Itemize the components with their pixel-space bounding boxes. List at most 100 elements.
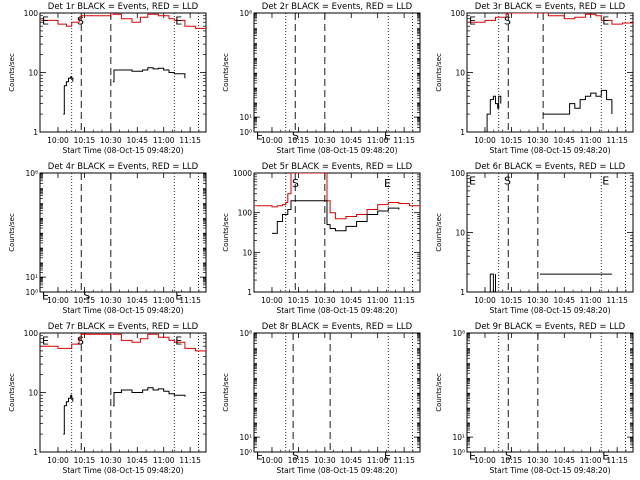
region-letter: E bbox=[42, 289, 49, 302]
y-tick-label: 10 bbox=[28, 389, 38, 398]
x-tick-label: 11:15 bbox=[393, 136, 415, 145]
x-tick-label: 10:30 bbox=[314, 456, 336, 465]
y-tick-label: 100 bbox=[24, 329, 39, 338]
x-tick-label: 10:30 bbox=[100, 136, 122, 145]
y-tick-label: 100 bbox=[451, 169, 466, 178]
region-letter: E bbox=[175, 289, 182, 302]
panel-title: Det 4r BLACK = Events, RED = LLD bbox=[48, 162, 199, 172]
region-letter: E bbox=[469, 449, 476, 462]
x-tick-label: 11:00 bbox=[580, 296, 602, 305]
panel-title: Det 5r BLACK = Events, RED = LLD bbox=[262, 162, 413, 172]
panel-title: Det 8r BLACK = Events, RED = LLD bbox=[262, 322, 413, 332]
region-letter: S bbox=[504, 174, 511, 187]
y-tick-label: 1000 bbox=[233, 169, 252, 178]
y-axis-label: Counts/sec bbox=[222, 53, 230, 92]
x-tick-label: 10:15 bbox=[288, 136, 310, 145]
x-axis-label: Start Time (08-Oct-15 09:48:20) bbox=[489, 306, 610, 315]
region-letter: S bbox=[292, 129, 299, 142]
y-tick-label: 100 bbox=[24, 9, 39, 18]
x-axis-label: Start Time (08-Oct-15 09:48:20) bbox=[62, 466, 183, 475]
x-tick-label: 11:15 bbox=[179, 456, 201, 465]
x-tick-label: 10:00 bbox=[474, 456, 496, 465]
y-tick-label: 10⁰ bbox=[452, 448, 465, 457]
panel-det-3r: Det 3r BLACK = Events, RED = LLD 1 10 100 Co… bbox=[435, 2, 634, 155]
region-letter: E bbox=[602, 14, 609, 27]
y-axis-label: Counts/sec bbox=[222, 373, 230, 412]
x-axis-label: Start Time (08-Oct-15 09:48:20) bbox=[62, 146, 183, 155]
region-letter: E bbox=[469, 14, 476, 27]
x-tick-label: 10:00 bbox=[47, 296, 69, 305]
x-tick-label: 11:00 bbox=[153, 296, 175, 305]
x-tick-label: 11:00 bbox=[153, 456, 175, 465]
x-tick-label: 11:15 bbox=[179, 136, 201, 145]
y-tick-label: 10⁰ bbox=[239, 448, 252, 457]
x-tick-label: 10:00 bbox=[474, 136, 496, 145]
x-tick-label: 10:15 bbox=[74, 136, 96, 145]
x-tick-label: 10:30 bbox=[314, 296, 336, 305]
y-axis-label: Counts/sec bbox=[8, 373, 16, 412]
y-tick-label: 10⁸ bbox=[239, 329, 252, 338]
x-tick-label: 10:00 bbox=[47, 456, 69, 465]
y-axis-label: Counts/sec bbox=[8, 213, 16, 252]
region-letter: E bbox=[384, 129, 391, 142]
y-axis-label: Counts/sec bbox=[435, 53, 443, 92]
y-axis-label: Counts/sec bbox=[435, 213, 443, 252]
lld-series-line bbox=[468, 13, 633, 25]
region-letter: E bbox=[256, 129, 263, 142]
region-letter: S bbox=[77, 14, 84, 27]
x-tick-label: 11:15 bbox=[179, 296, 201, 305]
events-series-line bbox=[485, 273, 496, 292]
plot-frame bbox=[466, 332, 634, 453]
region-letter: E bbox=[175, 14, 182, 27]
x-tick-label: 10:00 bbox=[261, 136, 283, 145]
events-series-line bbox=[63, 76, 74, 115]
panel-det-5r: Det 5r BLACK = Events, RED = LLD 1 10 100 10… bbox=[222, 162, 421, 315]
x-tick-label: 10:45 bbox=[553, 456, 575, 465]
x-tick-label: 10:45 bbox=[340, 296, 362, 305]
x-tick-label: 10:45 bbox=[126, 456, 148, 465]
region-letter: S bbox=[504, 14, 511, 27]
x-tick-label: 10:15 bbox=[74, 296, 96, 305]
x-tick-label: 10:15 bbox=[501, 136, 523, 145]
region-letter: E bbox=[175, 334, 182, 347]
y-tick-label: 10⁰ bbox=[239, 128, 252, 137]
x-tick-label: 10:45 bbox=[340, 456, 362, 465]
x-axis-label: Start Time (08-Oct-15 09:48:20) bbox=[489, 466, 610, 475]
panel-det-6r: Det 6r BLACK = Events, RED = LLD 1 10 100 Co… bbox=[435, 162, 634, 315]
panel-title: Det 7r BLACK = Events, RED = LLD bbox=[48, 322, 199, 332]
x-tick-label: 10:45 bbox=[126, 136, 148, 145]
y-tick-label: 10¹ bbox=[452, 433, 465, 442]
region-letter: E bbox=[42, 334, 49, 347]
region-letter: E bbox=[602, 174, 609, 187]
panel-det-4r: Det 4r BLACK = Events, RED = LLD 10⁰ 10¹ 10… bbox=[8, 162, 207, 315]
x-tick-label: 11:00 bbox=[153, 136, 175, 145]
x-tick-label: 10:45 bbox=[340, 136, 362, 145]
region-letter: E bbox=[384, 177, 391, 190]
x-tick-label: 10:00 bbox=[474, 296, 496, 305]
panel-title: Det 2r BLACK = Events, RED = LLD bbox=[262, 2, 413, 12]
events-series-line bbox=[272, 200, 400, 234]
x-tick-label: 10:30 bbox=[100, 456, 122, 465]
panel-det-9r: Det 9r BLACK = Events, RED = LLD 10⁰ 10¹ 10… bbox=[435, 322, 634, 475]
region-letter: S bbox=[77, 334, 84, 347]
lld-series-line bbox=[41, 333, 206, 352]
y-tick-label: 1 bbox=[247, 288, 252, 297]
y-tick-label: 1 bbox=[460, 128, 465, 137]
x-tick-label: 11:00 bbox=[367, 296, 389, 305]
panel-det-8r: Det 8r BLACK = Events, RED = LLD 10⁰ 10¹ 10… bbox=[222, 322, 421, 475]
events-series-line bbox=[63, 394, 74, 435]
panel-title: Det 6r BLACK = Events, RED = LLD bbox=[475, 162, 626, 172]
panel-det-2r: Det 2r BLACK = Events, RED = LLD 10⁰ 10¹ 10… bbox=[222, 2, 421, 155]
x-tick-label: 10:45 bbox=[553, 296, 575, 305]
region-letter: E bbox=[469, 174, 476, 187]
panel-title: Det 1r BLACK = Events, RED = LLD bbox=[48, 2, 199, 12]
x-tick-label: 10:15 bbox=[501, 296, 523, 305]
y-tick-label: 10¹ bbox=[25, 273, 38, 282]
x-tick-label: 10:45 bbox=[126, 296, 148, 305]
panel-title: Det 9r BLACK = Events, RED = LLD bbox=[475, 322, 626, 332]
y-tick-label: 10⁸ bbox=[452, 329, 465, 338]
region-letter: S bbox=[505, 449, 512, 462]
x-tick-label: 11:15 bbox=[393, 296, 415, 305]
y-tick-label: 10¹ bbox=[239, 433, 252, 442]
y-tick-label: 1 bbox=[460, 288, 465, 297]
